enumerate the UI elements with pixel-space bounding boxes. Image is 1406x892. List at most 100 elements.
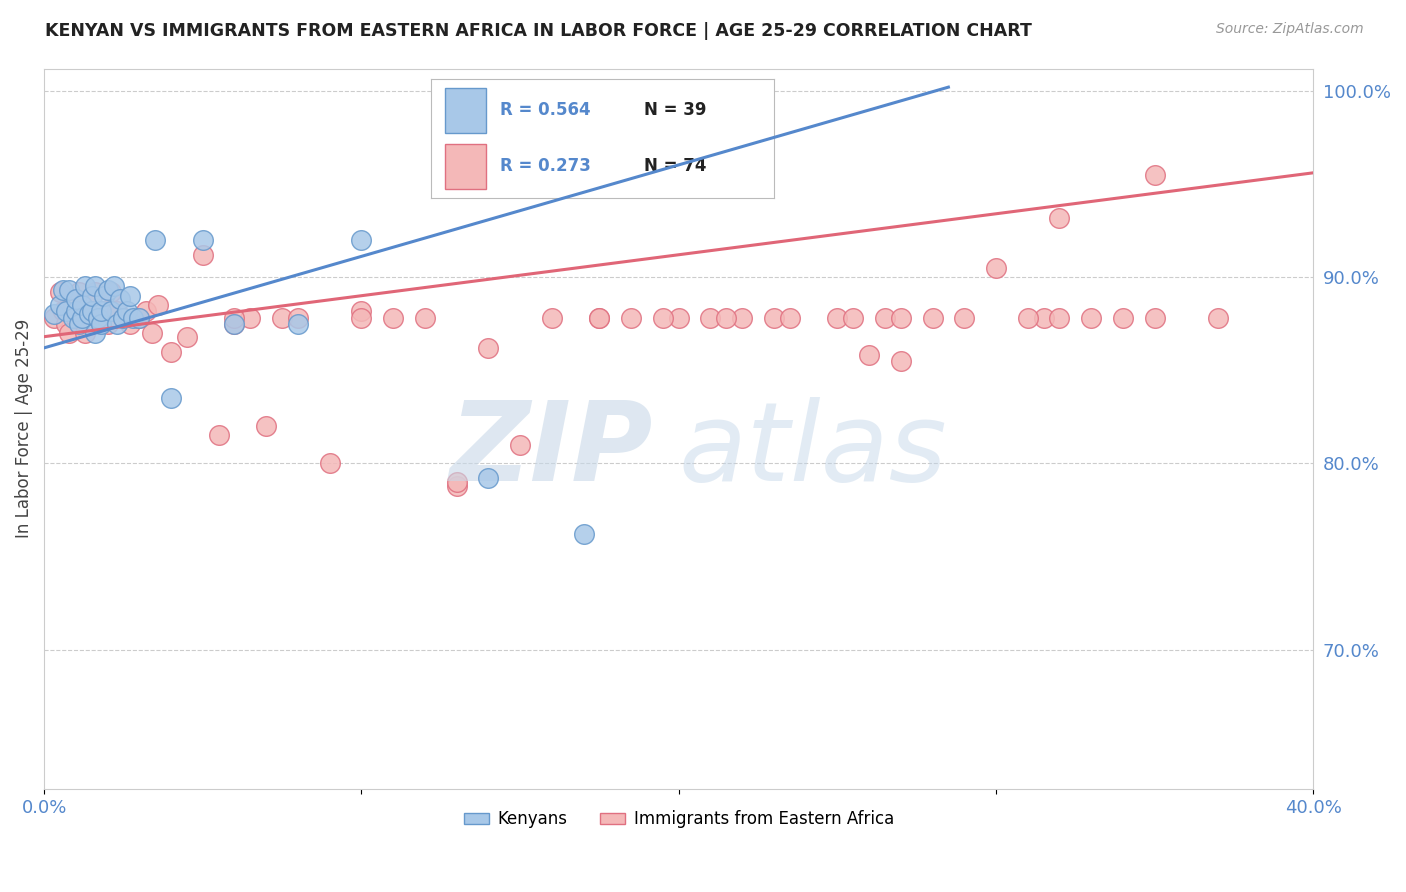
Point bbox=[191, 248, 214, 262]
Point bbox=[477, 471, 499, 485]
Point bbox=[699, 311, 721, 326]
Point bbox=[1143, 311, 1166, 326]
Point bbox=[75, 326, 97, 340]
Text: ZIP: ZIP bbox=[450, 397, 654, 504]
Point bbox=[97, 283, 120, 297]
Point bbox=[651, 311, 673, 326]
Point bbox=[224, 317, 246, 331]
Legend: Kenyans, Immigrants from Eastern Africa: Kenyans, Immigrants from Eastern Africa bbox=[457, 804, 900, 835]
Point bbox=[446, 478, 468, 492]
Point bbox=[477, 341, 499, 355]
Point bbox=[224, 317, 246, 331]
Point bbox=[112, 311, 135, 326]
Point bbox=[65, 303, 87, 318]
Point bbox=[128, 311, 150, 326]
Point bbox=[42, 311, 65, 326]
Point bbox=[1049, 211, 1071, 225]
Point bbox=[1112, 311, 1135, 326]
Point bbox=[118, 317, 141, 331]
Text: Source: ZipAtlas.com: Source: ZipAtlas.com bbox=[1216, 22, 1364, 37]
Point bbox=[77, 298, 100, 312]
Point bbox=[55, 317, 77, 331]
Point bbox=[80, 303, 103, 318]
Point bbox=[890, 354, 912, 368]
Point bbox=[115, 303, 138, 318]
Point bbox=[858, 348, 880, 362]
Point bbox=[141, 326, 163, 340]
Point bbox=[446, 475, 468, 489]
Point bbox=[540, 311, 562, 326]
Point bbox=[75, 279, 97, 293]
Point bbox=[90, 303, 112, 318]
Point bbox=[103, 311, 125, 326]
Point bbox=[83, 279, 105, 293]
Point bbox=[122, 311, 145, 326]
Point bbox=[318, 456, 340, 470]
Text: atlas: atlas bbox=[679, 397, 948, 504]
Point bbox=[191, 233, 214, 247]
Point bbox=[93, 303, 115, 318]
Point bbox=[827, 311, 849, 326]
Point bbox=[984, 260, 1007, 275]
Point bbox=[90, 317, 112, 331]
Point bbox=[93, 289, 115, 303]
Point bbox=[668, 311, 690, 326]
Point bbox=[509, 438, 531, 452]
Point bbox=[52, 283, 75, 297]
Point bbox=[118, 289, 141, 303]
Point bbox=[350, 303, 373, 318]
Point bbox=[80, 303, 103, 318]
Point bbox=[55, 303, 77, 318]
Point bbox=[350, 233, 373, 247]
Point bbox=[110, 293, 132, 307]
Point bbox=[254, 419, 277, 434]
Point bbox=[135, 303, 157, 318]
Point bbox=[779, 311, 801, 326]
Point bbox=[287, 311, 309, 326]
Point bbox=[762, 311, 785, 326]
Point bbox=[160, 391, 183, 405]
Point bbox=[921, 311, 943, 326]
Point bbox=[842, 311, 865, 326]
Point bbox=[65, 311, 87, 326]
Point bbox=[382, 311, 405, 326]
Point bbox=[70, 298, 93, 312]
Point bbox=[62, 298, 84, 312]
Point bbox=[58, 283, 80, 297]
Point bbox=[52, 303, 75, 318]
Point bbox=[87, 311, 110, 326]
Point bbox=[97, 317, 120, 331]
Point bbox=[62, 311, 84, 326]
Point bbox=[90, 317, 112, 331]
Point bbox=[65, 293, 87, 307]
Point bbox=[105, 317, 128, 331]
Point bbox=[103, 279, 125, 293]
Point bbox=[143, 233, 166, 247]
Point bbox=[49, 285, 72, 299]
Point bbox=[80, 289, 103, 303]
Point bbox=[239, 311, 262, 326]
Point bbox=[128, 311, 150, 326]
Point bbox=[83, 326, 105, 340]
Point bbox=[1049, 311, 1071, 326]
Point bbox=[413, 311, 436, 326]
Y-axis label: In Labor Force | Age 25-29: In Labor Force | Age 25-29 bbox=[15, 319, 32, 539]
Point bbox=[87, 311, 110, 326]
Point bbox=[224, 311, 246, 326]
Point bbox=[83, 285, 105, 299]
Point bbox=[716, 311, 738, 326]
Point bbox=[176, 329, 198, 343]
Point bbox=[70, 311, 93, 326]
Point bbox=[1017, 311, 1039, 326]
Point bbox=[620, 311, 643, 326]
Point bbox=[890, 311, 912, 326]
Point bbox=[67, 317, 90, 331]
Point bbox=[588, 311, 610, 326]
Point bbox=[160, 344, 183, 359]
Point bbox=[953, 311, 976, 326]
Point bbox=[572, 527, 595, 541]
Point bbox=[100, 285, 122, 299]
Point bbox=[77, 307, 100, 321]
Point bbox=[67, 285, 90, 299]
Point bbox=[271, 311, 294, 326]
